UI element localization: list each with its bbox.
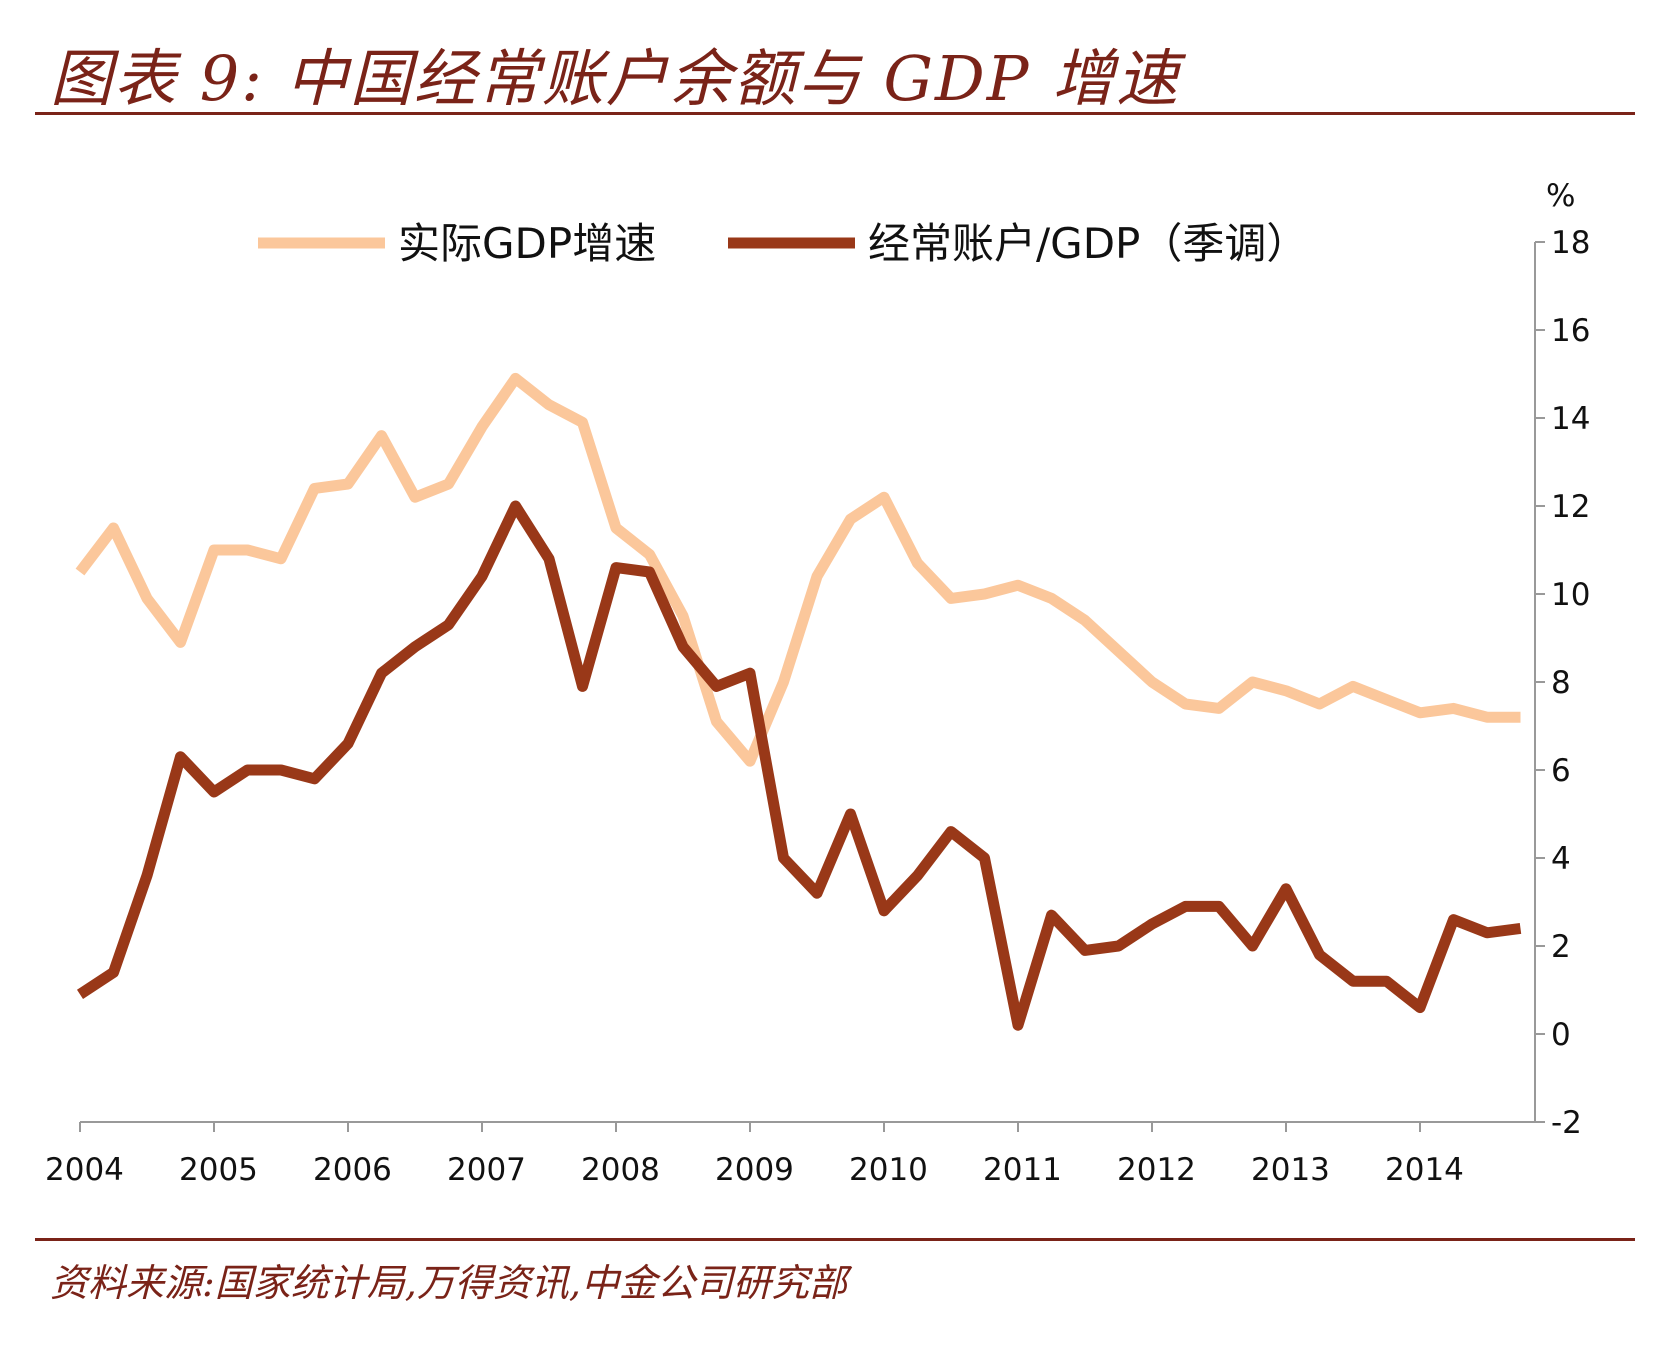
x-tick-label: 2007	[447, 1152, 526, 1188]
x-tick-label: 2004	[45, 1152, 124, 1188]
y-tick-label: 2	[1551, 929, 1571, 965]
y-tick-label: 16	[1551, 313, 1590, 349]
x-tick-label: 2006	[313, 1152, 392, 1188]
x-tick-label: 2008	[581, 1152, 660, 1188]
y-tick-label: 6	[1551, 753, 1571, 789]
y-tick-label: 14	[1551, 401, 1590, 437]
x-tick-label: 2011	[983, 1152, 1062, 1188]
x-tick-label: 2013	[1251, 1152, 1330, 1188]
y-tick-label: 4	[1551, 841, 1571, 877]
y-tick-label: 0	[1551, 1017, 1571, 1053]
series-layer	[75, 372, 1522, 1031]
y-tick-label: 18	[1551, 225, 1590, 261]
legend-label-gdp: 实际GDP增速	[398, 219, 656, 268]
y-axis: -2 0 2 4 6 8 10 12 14 16 18%	[1534, 178, 1590, 1141]
gdp-growth-line	[75, 372, 1521, 767]
page-title: 图表 9: 中国经常账户余额与 GDP 增速	[50, 42, 1181, 115]
current-account-line	[76, 500, 1522, 1031]
y-tick-label: 10	[1551, 577, 1590, 613]
footer-divider	[35, 1238, 1635, 1241]
y-tick-label: 12	[1551, 489, 1590, 525]
y-tick-label: -2	[1551, 1105, 1582, 1141]
x-tick-label: 2014	[1385, 1152, 1464, 1188]
legend: 实际GDP增速 经常账户/GDP（季调）	[258, 219, 1308, 268]
x-tick-label: 2012	[1117, 1152, 1196, 1188]
title-divider	[35, 112, 1635, 115]
legend-label-ca: 经常账户/GDP（季调）	[868, 219, 1308, 268]
x-axis: 2004 2005 2006 2007 2008 2009 2010 2011 2012 2013…	[45, 1121, 1535, 1188]
x-tick-label: 2005	[179, 1152, 258, 1188]
y-tick-label: 8	[1551, 665, 1571, 701]
y-unit-label: %	[1546, 178, 1575, 214]
source-note: 资料来源:国家统计局,万得资讯,中金公司研究部	[50, 1261, 847, 1305]
x-tick-label: 2009	[715, 1152, 794, 1188]
x-tick-label: 2010	[849, 1152, 928, 1188]
